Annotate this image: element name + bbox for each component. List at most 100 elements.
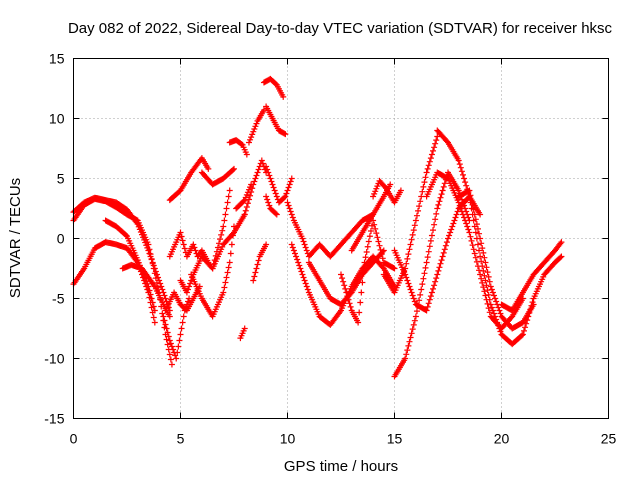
- data-point: [175, 343, 182, 350]
- data-point: [557, 254, 564, 261]
- data-point: [466, 187, 473, 194]
- data-point: [411, 222, 418, 229]
- y-tick-labels: -15 -10 -5 0 5 10 15: [44, 51, 64, 427]
- data-point: [466, 193, 473, 200]
- data-point: [482, 259, 489, 266]
- series-track-ae: [380, 133, 441, 296]
- data-point: [152, 268, 159, 275]
- data-point: [293, 253, 300, 260]
- data-point: [425, 162, 432, 169]
- data-point: [167, 340, 174, 347]
- data-point: [469, 201, 476, 208]
- data-point: [522, 324, 529, 331]
- data-point: [433, 137, 440, 144]
- data-point: [163, 325, 170, 332]
- data-point: [434, 271, 441, 278]
- data-point: [483, 264, 490, 271]
- data-point: [136, 226, 143, 233]
- data-point: [478, 240, 485, 247]
- data-point: [248, 189, 255, 195]
- data-point: [434, 205, 441, 212]
- data-point: [436, 198, 443, 205]
- series-track-w: [263, 193, 280, 218]
- data-point: [179, 237, 186, 244]
- data-point: [245, 139, 252, 146]
- data-point: [463, 220, 470, 227]
- data-point: [402, 271, 409, 278]
- data-point: [472, 254, 479, 261]
- data-point: [302, 280, 309, 287]
- data-point: [141, 236, 148, 243]
- data-point: [493, 316, 500, 323]
- data-point: [137, 229, 144, 236]
- data-point: [496, 307, 503, 314]
- data-point: [253, 172, 260, 179]
- data-point: [177, 229, 184, 236]
- data-point: [340, 278, 347, 285]
- data-point: [165, 333, 172, 340]
- data-point: [273, 211, 280, 218]
- data-point: [179, 319, 186, 326]
- data-point: [558, 253, 565, 260]
- data-point: [376, 242, 383, 249]
- chart-title: Day 082 of 2022, Sidereal Day-to-day VTE…: [68, 20, 613, 37]
- data-point: [304, 286, 311, 293]
- data-point: [430, 227, 437, 234]
- data-point: [469, 242, 476, 249]
- data-point: [224, 199, 231, 206]
- data-point: [433, 210, 440, 217]
- data-point: [134, 221, 141, 228]
- x-axis-label: GPS time / hours: [284, 458, 398, 475]
- data-point: [222, 279, 229, 286]
- data-point: [178, 233, 185, 240]
- data-point: [438, 191, 445, 198]
- data-point: [145, 247, 152, 254]
- y-tick-label: -5: [52, 291, 65, 307]
- data-point: [228, 241, 235, 248]
- data-point: [453, 211, 460, 218]
- data-point: [259, 160, 266, 167]
- data-point: [435, 201, 442, 208]
- data-point: [205, 165, 212, 172]
- data-point: [423, 259, 430, 266]
- x-tick-label: 15: [387, 431, 403, 447]
- data-point: [409, 292, 416, 299]
- data-point: [216, 240, 223, 247]
- data-point: [416, 297, 423, 304]
- data-point: [243, 204, 250, 210]
- data-point: [146, 287, 153, 294]
- data-point: [298, 268, 305, 275]
- data-point: [170, 346, 177, 353]
- data-point: [241, 211, 248, 218]
- data-point: [254, 169, 261, 176]
- data-point: [417, 198, 424, 205]
- data-point: [263, 193, 270, 200]
- data-point: [519, 331, 526, 338]
- data-point: [164, 329, 171, 336]
- data-point: [466, 229, 473, 236]
- data-point: [295, 259, 302, 266]
- data-point: [149, 259, 156, 266]
- data-point: [428, 151, 435, 158]
- data-point: [467, 192, 474, 199]
- data-point: [167, 356, 174, 363]
- series-track-ai: [455, 187, 537, 332]
- data-point: [156, 277, 163, 284]
- data-point: [471, 211, 478, 218]
- data-point: [479, 279, 486, 286]
- data-point: [223, 205, 230, 212]
- data-point: [183, 289, 190, 296]
- data-point: [159, 310, 166, 317]
- data-point: [243, 151, 250, 158]
- data-point: [491, 310, 498, 317]
- data-point: [471, 250, 478, 257]
- data-point: [476, 247, 483, 254]
- data-point: [422, 174, 429, 181]
- data-point: [491, 292, 498, 299]
- y-tick-label: 10: [49, 111, 65, 127]
- data-point: [187, 280, 194, 287]
- data-point: [245, 196, 252, 203]
- y-tick-label: 0: [57, 231, 65, 247]
- data-point: [291, 250, 298, 257]
- data-point: [462, 217, 469, 224]
